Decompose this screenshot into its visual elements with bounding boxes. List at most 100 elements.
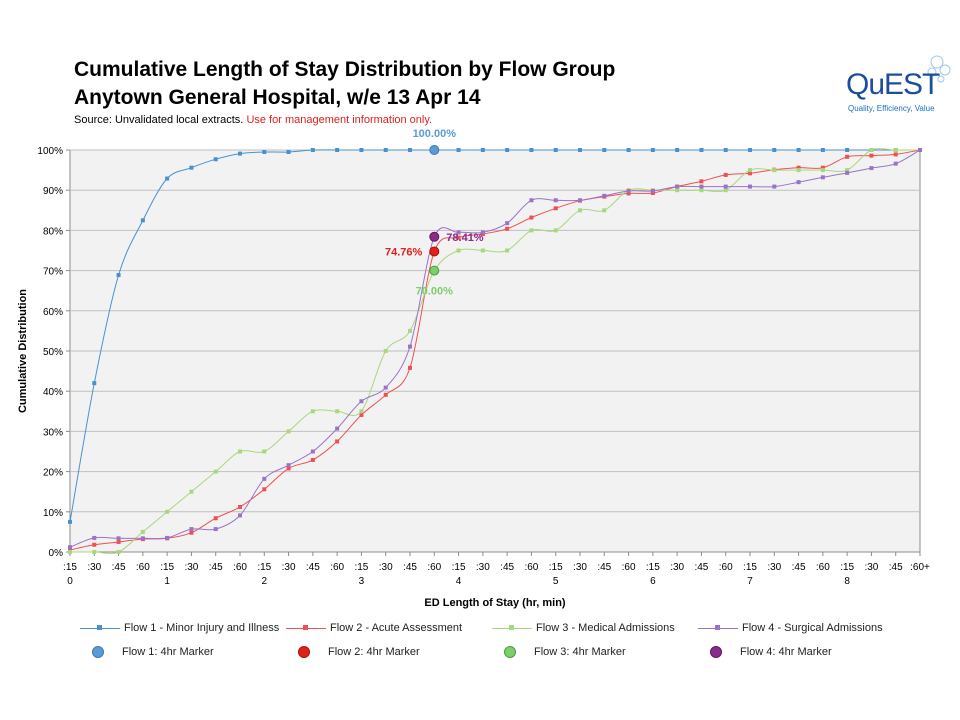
legend-flow-3: Flow 3 - Medical Admissions bbox=[492, 622, 675, 634]
data-point bbox=[480, 248, 485, 253]
data-point bbox=[650, 191, 655, 196]
four-hour-marker-flow-4 bbox=[429, 231, 440, 242]
logo-tagline: Quality, Efficiency, Value bbox=[848, 104, 935, 113]
data-point bbox=[893, 148, 898, 152]
data-point bbox=[92, 542, 97, 547]
data-point bbox=[820, 148, 825, 152]
data-point bbox=[578, 208, 582, 213]
data-point bbox=[92, 535, 97, 540]
data-point bbox=[650, 148, 655, 152]
data-point bbox=[262, 449, 267, 454]
legend-label-marker-4: Flow 4: 4hr Marker bbox=[740, 646, 832, 658]
marker-label-flow-4: 78.41% bbox=[446, 232, 484, 244]
data-point bbox=[553, 228, 558, 233]
data-point bbox=[626, 189, 631, 194]
data-point bbox=[845, 170, 850, 175]
logo-name: QuEST bbox=[846, 68, 940, 101]
data-point bbox=[359, 409, 364, 414]
data-point bbox=[310, 409, 315, 414]
legend-label-flow-1: Flow 1 - Minor Injury and Illness bbox=[124, 622, 280, 634]
legend-marker-1: Flow 1: 4hr Marker bbox=[80, 646, 214, 658]
data-point bbox=[68, 545, 72, 550]
data-point bbox=[723, 184, 728, 189]
data-point bbox=[723, 148, 728, 152]
data-point bbox=[68, 550, 72, 554]
data-point bbox=[238, 449, 242, 454]
y-tick-label: 50% bbox=[43, 347, 63, 358]
x-hour-label: 3 bbox=[359, 576, 365, 587]
data-point bbox=[286, 150, 291, 155]
data-point bbox=[335, 439, 340, 444]
four-hour-marker-flow-1 bbox=[429, 145, 440, 155]
y-tick-label: 20% bbox=[43, 468, 63, 479]
data-point bbox=[238, 513, 242, 518]
x-tick-label: :15 bbox=[549, 562, 563, 573]
x-tick-label: :15 bbox=[257, 562, 271, 573]
x-tick-label: :60 bbox=[816, 562, 830, 573]
legend-dot-marker-3 bbox=[504, 646, 516, 658]
data-point bbox=[408, 328, 412, 333]
data-point bbox=[675, 148, 680, 152]
data-point bbox=[456, 230, 461, 235]
data-point bbox=[505, 248, 510, 253]
data-point bbox=[456, 235, 461, 240]
data-point bbox=[165, 176, 170, 181]
x-tick-label: :45 bbox=[792, 562, 806, 573]
y-tick-label: 80% bbox=[43, 226, 63, 237]
data-point bbox=[335, 148, 340, 152]
legend-swatch-flow-1 bbox=[80, 623, 120, 633]
source-note: Source: Unvalidated local extracts. Use … bbox=[74, 114, 432, 126]
bubbles-icon bbox=[927, 55, 951, 83]
x-hour-label: 1 bbox=[164, 576, 170, 587]
y-tick-label: 70% bbox=[43, 267, 63, 278]
data-point bbox=[189, 165, 194, 170]
data-point bbox=[505, 221, 510, 226]
data-point bbox=[408, 344, 412, 349]
data-point bbox=[359, 412, 364, 417]
data-point bbox=[796, 180, 801, 185]
data-point bbox=[675, 184, 680, 189]
data-point bbox=[845, 168, 850, 173]
data-point bbox=[602, 148, 607, 152]
data-point bbox=[820, 175, 825, 180]
data-point bbox=[553, 148, 558, 152]
x-axis-title: ED Length of Stay (hr, min) bbox=[424, 597, 566, 609]
data-point bbox=[456, 148, 461, 152]
data-point bbox=[675, 188, 680, 193]
data-point bbox=[626, 191, 631, 196]
data-point bbox=[140, 218, 145, 223]
x-tick-label: :15 bbox=[354, 562, 368, 573]
data-point bbox=[359, 399, 364, 404]
data-point bbox=[796, 168, 801, 173]
data-point bbox=[529, 228, 534, 233]
x-tick-label: :45 bbox=[889, 562, 903, 573]
data-point bbox=[820, 168, 825, 173]
x-tick-label: :60+ bbox=[910, 562, 930, 573]
x-tick-label: :45 bbox=[209, 562, 223, 573]
x-tick-label: :45 bbox=[306, 562, 320, 573]
data-point bbox=[480, 148, 485, 152]
y-axis: 0% 10% 20% 30% 40% 50% 60% 70% 80% 90% 100% bbox=[37, 146, 70, 559]
chart-canvas: 0% 10% 20% 30% 40% 50% 60% 70% 80% 90% 100% :15:30… bbox=[17, 128, 930, 609]
four-hour-marker-flow-2 bbox=[429, 246, 440, 257]
four-hour-markers: 100.00% 74.76% 70.00% 78.41% bbox=[385, 128, 484, 298]
four-hour-marker-flow-3 bbox=[429, 265, 440, 276]
data-point bbox=[845, 154, 850, 159]
x-tick-label: :15 bbox=[63, 562, 77, 573]
marker-label-flow-3: 70.00% bbox=[416, 286, 454, 298]
data-point bbox=[748, 148, 752, 152]
data-point bbox=[92, 381, 97, 386]
data-point bbox=[529, 198, 534, 203]
data-point bbox=[92, 550, 97, 554]
legend-label-flow-3: Flow 3 - Medical Admissions bbox=[536, 622, 675, 634]
x-tick-label: :45 bbox=[500, 562, 514, 573]
x-axis: :15:30:45:60:15:30:45:60:15:30:45:60:15:… bbox=[63, 552, 930, 587]
legend-label-marker-1: Flow 1: 4hr Marker bbox=[122, 646, 214, 658]
data-point bbox=[820, 165, 825, 170]
x-tick-label: :15 bbox=[160, 562, 174, 573]
data-point bbox=[408, 365, 412, 370]
data-point bbox=[772, 184, 777, 189]
source-warning: Use for management information only. bbox=[246, 114, 433, 126]
x-hour-label: 7 bbox=[747, 576, 753, 587]
data-point bbox=[310, 449, 315, 454]
